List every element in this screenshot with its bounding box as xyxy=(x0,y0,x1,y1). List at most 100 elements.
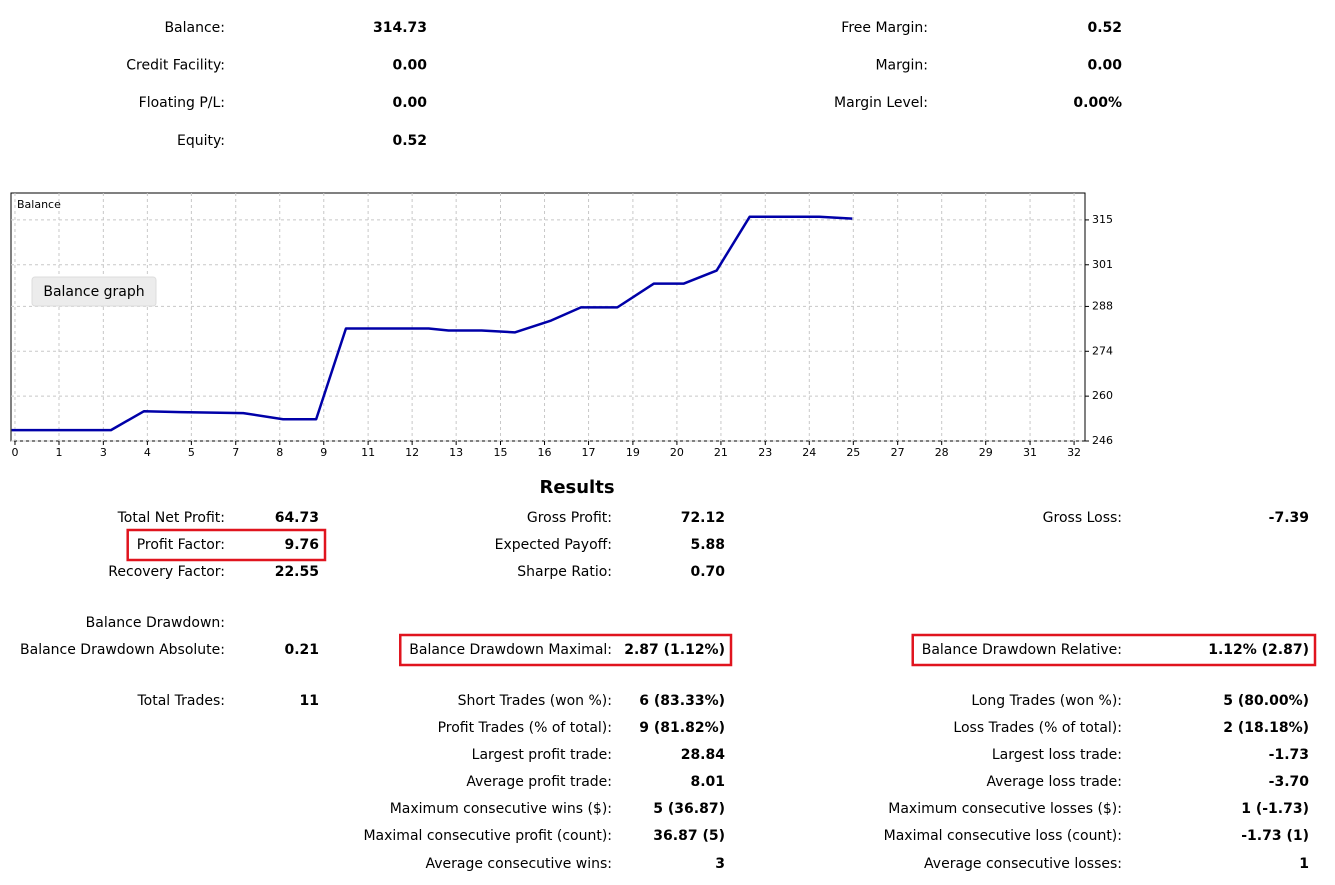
result-value: 9 (81.82%) xyxy=(639,720,725,736)
account-value: 0.00 xyxy=(392,58,427,74)
result-value: 3 xyxy=(715,856,725,872)
result-value: 2 (18.18%) xyxy=(1223,720,1309,736)
account-label: Credit Facility: xyxy=(126,58,225,74)
y-tick-label: 288 xyxy=(1092,299,1113,312)
x-tick-label: 4 xyxy=(144,446,151,459)
x-tick-label: 7 xyxy=(232,446,239,459)
series-label: Balance xyxy=(17,198,61,211)
x-tick-label: 23 xyxy=(758,446,772,459)
x-tick-label: 0 xyxy=(11,446,18,459)
result-value: 5.88 xyxy=(690,537,725,553)
tooltip: Balance graph xyxy=(43,284,144,300)
y-tick-label: 315 xyxy=(1092,213,1113,226)
grid xyxy=(11,193,1085,442)
result-value: -1.73 xyxy=(1269,747,1309,763)
x-tick-label: 25 xyxy=(846,446,860,459)
x-tick-label: 31 xyxy=(1023,446,1037,459)
result-value: 28.84 xyxy=(681,747,726,763)
highlight-box xyxy=(911,633,1317,667)
y-tick-label: 260 xyxy=(1092,389,1113,402)
result-value: 2.87 (1.12%) xyxy=(624,642,725,658)
result-label: Maximal consecutive loss (count): xyxy=(884,828,1122,844)
result-label: Profit Trades (% of total): xyxy=(438,720,612,736)
result-value: 5 (36.87) xyxy=(653,801,725,817)
chart-frame xyxy=(10,192,1086,442)
x-tick-label: 24 xyxy=(802,446,816,459)
result-label: Average consecutive losses: xyxy=(924,856,1122,872)
result-label: Largest loss trade: xyxy=(992,747,1122,763)
tooltip-box xyxy=(31,276,157,307)
x-tick-label: 3 xyxy=(100,446,107,459)
result-value: 22.55 xyxy=(275,564,319,580)
x-tick-label: 13 xyxy=(449,446,463,459)
result-value: 0.21 xyxy=(284,642,319,658)
result-label: Total Net Profit: xyxy=(117,510,225,526)
result-label: Loss Trades (% of total): xyxy=(953,720,1122,736)
result-value: 5 (80.00%) xyxy=(1223,693,1309,709)
account-value: 0.52 xyxy=(1087,20,1122,36)
account-label: Floating P/L: xyxy=(139,95,225,111)
x-tick-label: 9 xyxy=(320,446,327,459)
highlight-box xyxy=(126,528,327,562)
result-label: Expected Payoff: xyxy=(495,537,612,553)
highlight-box xyxy=(399,633,733,667)
result-label: Maximum consecutive wins ($): xyxy=(390,801,612,817)
result-value: 1.12% (2.87) xyxy=(1208,642,1309,658)
y-tick-label: 246 xyxy=(1092,434,1113,447)
result-label: Profit Factor: xyxy=(137,537,225,553)
x-tick-label: 5 xyxy=(188,446,195,459)
result-label: Gross Loss: xyxy=(1043,510,1122,526)
result-value: 6 (83.33%) xyxy=(639,693,725,709)
account-label: Equity: xyxy=(177,133,225,149)
x-tick-label: 27 xyxy=(891,446,905,459)
x-tick-label: 8 xyxy=(276,446,283,459)
result-label: Balance Drawdown Absolute: xyxy=(20,642,225,658)
account-label: Margin: xyxy=(875,58,928,74)
result-label: Maximal consecutive profit (count): xyxy=(363,828,612,844)
result-label: Largest profit trade: xyxy=(472,747,612,763)
account-label: Balance: xyxy=(164,20,225,36)
result-value: -1.73 (1) xyxy=(1241,828,1309,844)
result-value: 8.01 xyxy=(690,774,725,790)
account-value: 0.00 xyxy=(392,95,427,111)
y-tick-label: 301 xyxy=(1092,258,1113,271)
result-value: 9.76 xyxy=(284,537,319,553)
x-tick-label: 21 xyxy=(714,446,728,459)
result-label: Gross Profit: xyxy=(527,510,612,526)
x-tick-label: 29 xyxy=(979,446,993,459)
x-tick-label: 11 xyxy=(361,446,375,459)
result-label: Average consecutive wins: xyxy=(425,856,612,872)
account-value: 314.73 xyxy=(373,20,427,36)
result-label: Average loss trade: xyxy=(987,774,1122,790)
result-label: Total Trades: xyxy=(137,693,226,709)
result-value: -3.70 xyxy=(1269,774,1310,790)
x-tick-label: 20 xyxy=(670,446,684,459)
result-value: -7.39 xyxy=(1269,510,1309,526)
result-value: 72.12 xyxy=(681,510,725,526)
result-label: Average profit trade: xyxy=(466,774,612,790)
result-label: Maximum consecutive losses ($): xyxy=(888,801,1122,817)
account-label: Free Margin: xyxy=(841,20,928,36)
result-label: Long Trades (won %): xyxy=(971,693,1122,709)
result-value: 0.70 xyxy=(690,564,725,580)
x-tick-label: 16 xyxy=(538,446,552,459)
x-tick-label: 28 xyxy=(935,446,949,459)
result-value: 11 xyxy=(300,693,319,709)
result-value: 1 xyxy=(1299,856,1309,872)
x-tick-label: 32 xyxy=(1067,446,1081,459)
account-value: 0.00% xyxy=(1073,95,1122,111)
y-tick-label: 274 xyxy=(1092,344,1113,357)
x-tick-label: 15 xyxy=(494,446,508,459)
balance-line xyxy=(11,215,853,432)
result-label: Balance Drawdown: xyxy=(86,615,225,631)
result-label: Short Trades (won %): xyxy=(458,693,612,709)
result-label: Balance Drawdown Maximal: xyxy=(409,642,612,658)
x-tick-label: 12 xyxy=(405,446,419,459)
x-tick-label: 1 xyxy=(55,446,62,459)
results-title: Results xyxy=(539,477,614,498)
result-label: Sharpe Ratio: xyxy=(517,564,612,580)
result-label: Balance Drawdown Relative: xyxy=(922,642,1122,658)
account-value: 0.00 xyxy=(1087,58,1122,74)
